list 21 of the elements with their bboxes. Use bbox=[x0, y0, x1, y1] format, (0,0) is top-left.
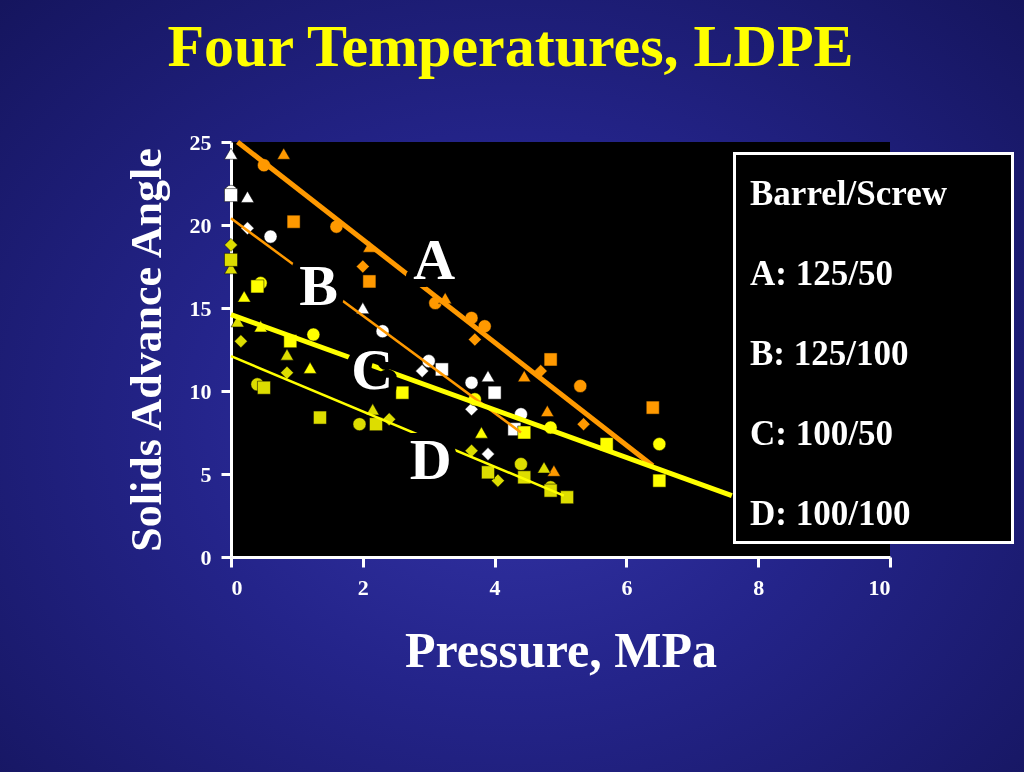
annotation: D: 100/100 bbox=[750, 493, 912, 535]
x-tick-label: 6 bbox=[621, 574, 633, 600]
x-tick-label: 0 bbox=[231, 574, 243, 600]
chart-title: Four Temperatures, LDPE bbox=[167, 13, 854, 79]
y-tick-label: 15 bbox=[189, 295, 212, 321]
y-tick-label: 20 bbox=[189, 212, 212, 238]
x-tick-label: 10 bbox=[868, 574, 891, 600]
y-tick-label: 10 bbox=[189, 378, 212, 404]
series-label: D bbox=[409, 426, 452, 492]
y-axis-title: Solids Advance Angle bbox=[121, 148, 171, 552]
annotation: A: 125/50 bbox=[750, 253, 894, 295]
y-tick-label: 25 bbox=[189, 129, 212, 155]
x-tick-label: 4 bbox=[489, 574, 501, 600]
x-axis-title: Pressure, MPa bbox=[405, 621, 717, 678]
annotation: C: 100/50 bbox=[750, 413, 894, 455]
x-tick-label: 8 bbox=[753, 574, 765, 600]
annotation: Barrel/Screw bbox=[750, 173, 948, 215]
y-tick-label: 5 bbox=[200, 461, 212, 487]
annotation: B: 125/100 bbox=[750, 333, 910, 375]
y-tick-label: 0 bbox=[200, 544, 212, 570]
x-tick-label: 2 bbox=[357, 574, 369, 600]
